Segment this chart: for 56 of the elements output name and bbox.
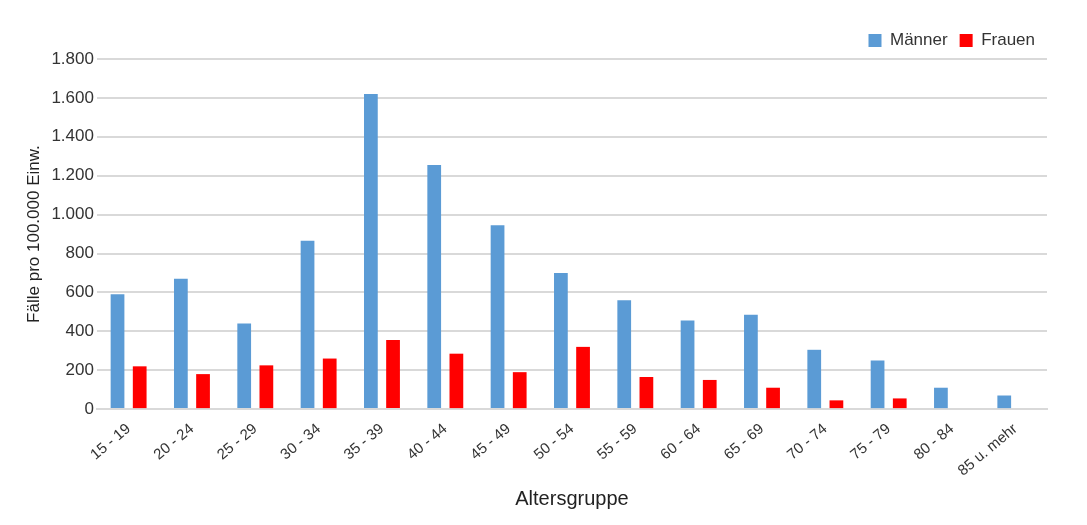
bar	[702, 379, 717, 409]
bar	[259, 365, 274, 409]
y-tick-label: 800	[65, 243, 94, 263]
bar	[322, 358, 337, 409]
x-tick-label: 70 - 74	[783, 419, 830, 463]
x-axis-title: Altersgruppe	[515, 486, 629, 509]
y-tick-label: 1.200	[51, 165, 94, 185]
bar	[829, 400, 844, 409]
bar	[512, 372, 527, 409]
x-tick-label: 55 - 59	[593, 419, 640, 463]
x-tick-label: 15 - 19	[86, 419, 134, 463]
x-tick-label: 40 - 44	[403, 419, 450, 463]
bar	[237, 323, 252, 409]
y-tick-label: 1.400	[51, 126, 94, 146]
x-tick-label: 50 - 54	[529, 419, 577, 463]
bar	[427, 165, 442, 409]
bar	[554, 272, 568, 409]
bar	[807, 349, 822, 409]
x-tick-label: 65 - 69	[719, 419, 767, 463]
legend-label: Frauen	[981, 30, 1036, 50]
bar	[617, 300, 632, 409]
bar	[680, 320, 695, 409]
bar	[132, 366, 147, 409]
bar	[934, 387, 948, 409]
bar	[639, 377, 654, 409]
bar	[576, 346, 590, 409]
x-tick-label: 80 - 84	[909, 419, 957, 463]
x-tick-label: 75 - 79	[846, 419, 894, 463]
bar	[892, 398, 907, 409]
bar	[870, 360, 885, 409]
bar	[744, 314, 758, 409]
y-tick-label: 1.800	[51, 48, 94, 68]
y-axis-title: Fälle pro 100.000 Einw.	[23, 145, 43, 323]
bar	[196, 374, 210, 409]
x-tick-label: 25 - 29	[213, 419, 260, 463]
x-tick-label: 45 - 49	[466, 419, 514, 463]
bar	[490, 225, 505, 409]
legend-label: Männer	[890, 30, 948, 50]
bar	[300, 240, 315, 409]
x-tick-label: 35 - 39	[339, 419, 387, 463]
bar	[173, 278, 188, 409]
y-tick-label: 600	[65, 282, 94, 302]
bar	[449, 353, 464, 409]
bar	[766, 387, 780, 409]
bar	[997, 395, 1012, 409]
x-tick-label: 60 - 64	[656, 419, 704, 463]
bar	[110, 294, 125, 409]
y-tick-label: 400	[65, 321, 94, 340]
y-tick-label: 1.600	[51, 87, 94, 107]
y-tick-label: 1.000	[51, 204, 94, 224]
bar	[386, 340, 400, 409]
bar	[364, 94, 378, 409]
y-tick-label: 0	[84, 398, 94, 418]
x-tick-label: 20 - 24	[149, 419, 197, 463]
y-tick-label: 200	[65, 359, 94, 379]
x-tick-label: 30 - 34	[276, 419, 324, 463]
